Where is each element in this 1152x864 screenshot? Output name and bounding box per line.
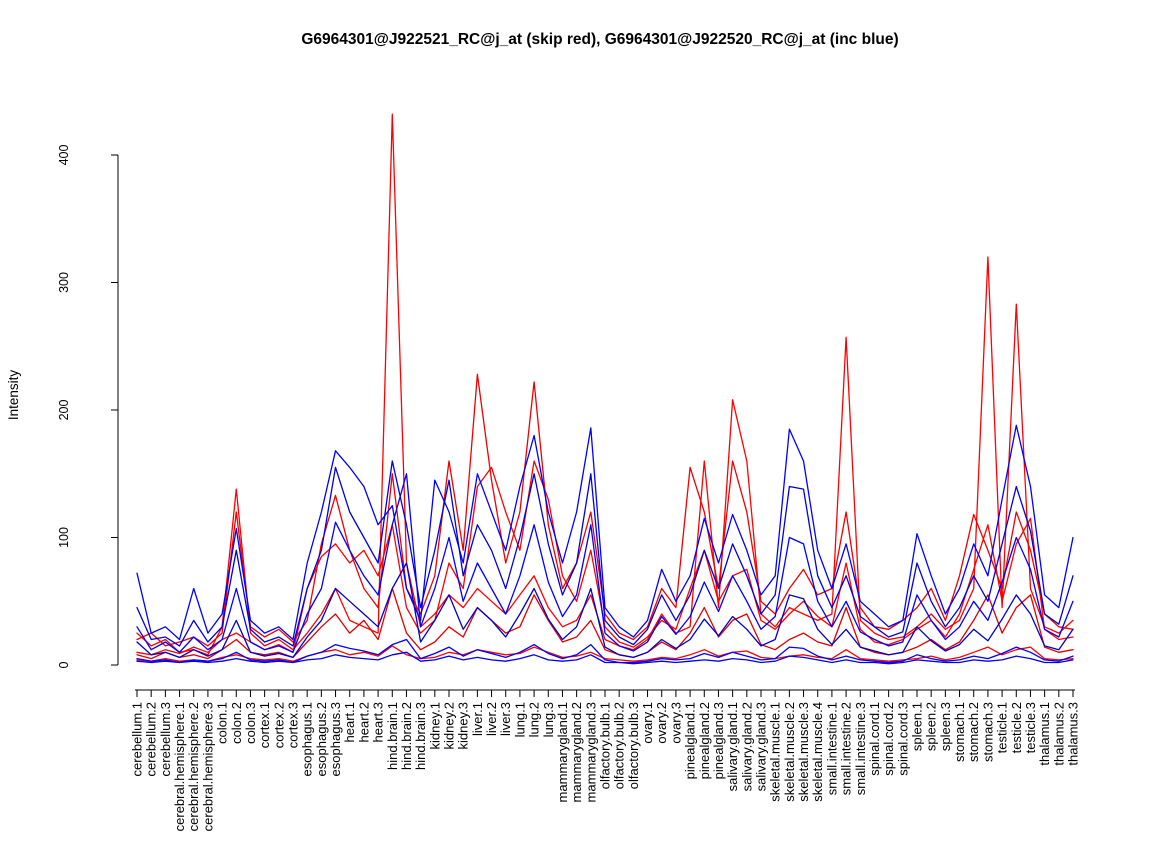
x-tick-label: mammarygland.3 (583, 702, 598, 802)
x-tick-label: stomach.3 (980, 702, 995, 762)
x-tick-label: lung.1 (512, 702, 527, 737)
x-tick-label: pinealgland.3 (711, 702, 726, 779)
x-tick-label: testicle.1 (995, 702, 1010, 753)
x-tick-label: liver.2 (484, 702, 499, 736)
x-tick-label: spleen.1 (910, 702, 925, 751)
y-tick-label: 100 (57, 527, 71, 548)
series-line-inc-blue-1 (136, 424, 1074, 641)
x-tick-label: hind.brain.1 (385, 702, 400, 770)
x-tick-label: colon.1 (215, 702, 230, 744)
x-tick-label: hind.brain.3 (413, 702, 428, 770)
x-tick-label: stomach.1 (952, 702, 967, 762)
x-tick-label: thalamus.3 (1066, 702, 1081, 766)
x-tick-label: testicle.3 (1023, 702, 1038, 753)
x-tick-label: spleen.3 (938, 702, 953, 751)
x-tick-label: cerebral.hemisphere.3 (200, 702, 215, 831)
x-tick-label: small.intestine.1 (824, 702, 839, 795)
x-tick-label: cerebellum.1 (130, 702, 145, 776)
x-tick-label: spinal.cord.3 (895, 702, 910, 776)
y-tick-label: 0 (57, 661, 71, 668)
y-tick-label: 200 (57, 400, 71, 421)
x-tick-label: cerebral.hemisphere.2 (186, 702, 201, 831)
x-tick-label: ovary.2 (654, 702, 669, 744)
x-tick-label: salivary.gland.2 (739, 702, 754, 791)
x-tick-label: olfactory.bulb.2 (612, 702, 627, 789)
x-tick-label: lung.3 (541, 702, 556, 737)
x-tick-label: olfactory.bulb.3 (626, 702, 641, 789)
x-tick-label: liver.3 (498, 702, 513, 736)
x-tick-label: heart.2 (356, 702, 371, 742)
series-line-skip-red-1 (136, 113, 1074, 656)
x-tick-label: esophagus.2 (314, 702, 329, 776)
x-tick-label: spleen.2 (924, 702, 939, 751)
x-tick-label: ovary.3 (668, 702, 683, 744)
x-tick-label: small.intestine.3 (853, 702, 868, 795)
x-tick-label: salivary.gland.3 (754, 702, 769, 791)
x-tick-label: cortex.2 (271, 702, 286, 748)
x-tick-label: olfactory.bulb.1 (598, 702, 613, 789)
x-tick-label: esophagus.3 (328, 702, 343, 776)
series-line-skip-red-5 (136, 645, 1074, 662)
x-tick-label: pinealgland.2 (697, 702, 712, 779)
x-tick-label: kidney.3 (456, 702, 471, 749)
x-tick-label: esophagus.1 (300, 702, 315, 776)
x-tick-label: cerebellum.3 (158, 702, 173, 776)
x-tick-label: heart.1 (342, 702, 357, 742)
x-tick-label: stomach.2 (966, 702, 981, 762)
x-tick-label: lung.2 (527, 702, 542, 737)
x-tick-label: skeletal.muscle.4 (810, 702, 825, 802)
x-tick-label: mammarygland.2 (569, 702, 584, 802)
series-line-skip-red-3 (136, 460, 1074, 656)
series-line-inc-blue-6 (136, 651, 1074, 665)
x-tick-label: kidney.1 (427, 702, 442, 749)
series-lines (136, 113, 1074, 665)
x-tick-label: heart.3 (371, 702, 386, 742)
x-tick-label: thalamus.2 (1051, 702, 1066, 766)
y-tick-label: 300 (57, 272, 71, 293)
x-tick-label: colon.2 (229, 702, 244, 744)
x-tick-label: pinealgland.1 (683, 702, 698, 779)
x-tick-label: kidney.2 (442, 702, 457, 749)
x-tick-label: skeletal.muscle.3 (796, 702, 811, 802)
x-tick-label: colon.3 (243, 702, 258, 744)
x-tick-label: spinal.cord.2 (881, 702, 896, 776)
x-tick-label: skeletal.muscle.2 (782, 702, 797, 802)
chart-title: G6964301@J922521_RC@j_at (skip red), G69… (301, 31, 898, 48)
x-tick-label: hind.brain.2 (399, 702, 414, 770)
x-tick-label: cerebral.hemisphere.1 (172, 702, 187, 831)
x-tick-label: ovary.1 (640, 702, 655, 744)
y-axis-title: Intensity (6, 370, 21, 421)
x-tick-label: cortex.1 (257, 702, 272, 748)
x-tick-label: cerebellum.2 (144, 702, 159, 776)
x-tick-label: skeletal.muscle.1 (768, 702, 783, 802)
x-tick-label: cortex.3 (286, 702, 301, 748)
series-line-inc-blue-2 (136, 460, 1074, 647)
x-axis: cerebellum.1 cerebellum.2 cerebellum.3 cere… (130, 689, 1081, 831)
series-line-inc-blue-3 (136, 473, 1074, 653)
x-tick-label: mammarygland.1 (555, 702, 570, 802)
x-tick-label: thalamus.1 (1037, 702, 1052, 766)
series-line-inc-blue-4 (136, 562, 1074, 659)
x-tick-label: liver.1 (470, 702, 485, 736)
x-tick-label: spinal.cord.1 (867, 702, 882, 776)
x-tick-label: testicle.2 (1009, 702, 1024, 753)
y-axis: 0 100 200 300 400 (57, 145, 119, 668)
x-tick-label: small.intestine.2 (839, 702, 854, 795)
y-tick-label: 400 (57, 145, 71, 166)
x-tick-label: salivary.gland.1 (725, 702, 740, 791)
